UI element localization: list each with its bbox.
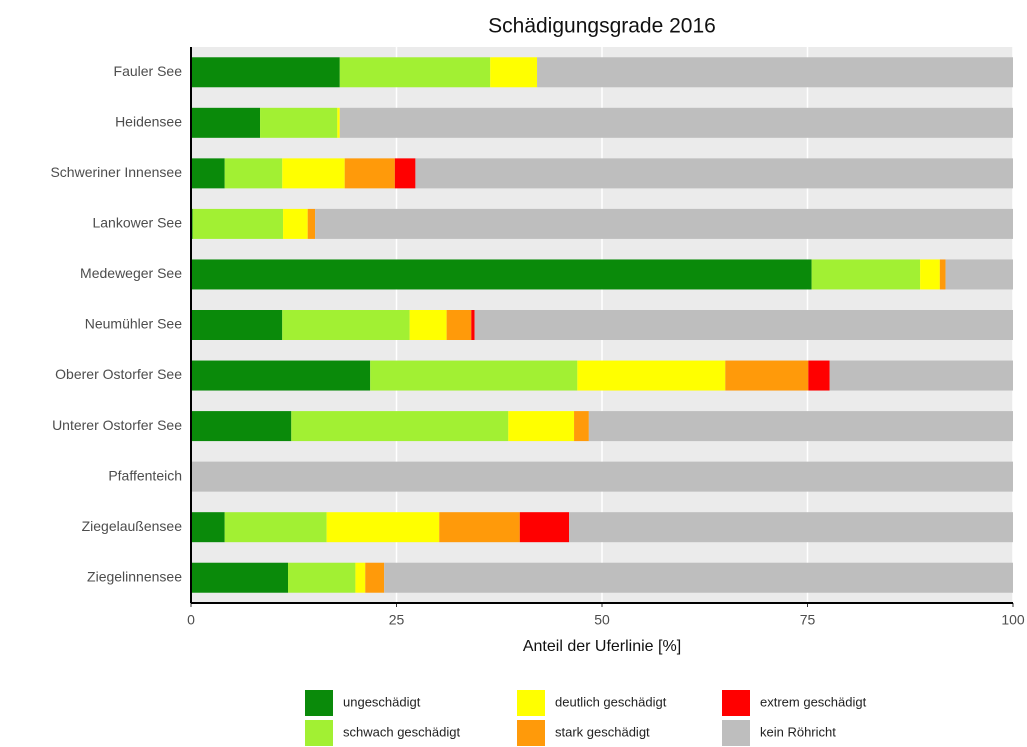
legend-label: stark geschädigt [555,724,650,739]
bar-segment [339,107,1014,138]
bar-segment [326,512,440,543]
legend-key [517,690,545,716]
bar-segment [474,310,1014,340]
bar-segment [315,208,1013,239]
bar-segment [191,259,812,290]
bar-segment [588,411,1013,442]
bar-segment [574,411,589,442]
bar-segment [370,360,578,391]
bar-segment [471,310,475,340]
bar-segment [725,360,809,391]
bar-segment [829,360,1013,391]
y-tick-label: Heidensee [115,114,182,130]
bar-segment [282,310,410,340]
bar-segment [191,310,283,340]
bar-segment [577,360,726,391]
legend-label: ungeschädigt [343,694,421,709]
y-tick-label: Medeweger See [80,265,182,281]
bar-segment [337,107,340,138]
bar-segment [339,57,491,88]
bar-segment [344,158,395,189]
bar-segment [224,512,327,543]
y-tick-label: Lankower See [92,215,182,231]
legend-key [517,720,545,746]
bar-segment [446,310,472,340]
y-tick-label: Ziegelinnensee [87,568,182,584]
bar-segment [945,259,1013,290]
x-tick-label: 25 [389,612,405,628]
bar-segment [191,158,225,189]
bar-segment [291,411,509,442]
bar-segment [260,107,338,138]
bar-segment [490,57,538,88]
bar-segment [920,259,940,290]
bar-segment [409,310,447,340]
bar-segment [415,158,1013,189]
bar-segment [191,411,292,442]
legend-label: schwach geschädigt [343,724,460,739]
bar-segment [808,360,830,391]
bar-segment [508,411,575,442]
y-tick-label: Ziegelaußensee [82,518,183,534]
bar-segment [569,512,1013,543]
legend-key [305,690,333,716]
legend-label: extrem geschädigt [760,694,867,709]
bar-segment [939,259,946,290]
y-tick-label: Unterer Ostorfer See [52,417,182,433]
bar-segment [283,208,308,239]
x-tick-label: 100 [1001,612,1025,628]
bar-segment [307,208,316,239]
bar-segment [355,562,366,593]
bar-segment [191,107,261,138]
bar-segment [519,512,570,543]
bar-segment [191,360,371,391]
bar-segment [191,562,288,593]
bar-segment [224,158,283,189]
bar-segment [191,461,1013,492]
bar-segment [811,259,921,290]
y-tick-label: Oberer Ostorfer See [55,366,182,382]
x-axis-label: Anteil der Uferlinie [%] [523,638,681,655]
bar-segment [192,208,284,239]
y-tick-label: Fauler See [114,63,183,79]
bar-segment [439,512,520,543]
chart-title: Schädigungsgrade 2016 [488,15,716,38]
y-tick-label: Neumühler See [85,316,182,332]
x-tick-label: 0 [187,612,195,628]
bar-segment [394,158,416,189]
legend-key [722,690,750,716]
y-tick-label: Schweriner Innensee [50,164,182,180]
legend-key [305,720,333,746]
bar-segment [191,512,225,543]
bar-segment [365,562,385,593]
bar-segment [191,57,340,88]
y-tick-label: Pfaffenteich [108,467,182,483]
legend-key [722,720,750,746]
bar-segment [537,57,1013,88]
legend-label: deutlich geschädigt [555,694,667,709]
x-tick-label: 50 [594,612,610,628]
bar-segment [287,562,356,593]
legend-label: kein Röhricht [760,724,836,739]
bar-segment [384,562,1013,593]
bar-segment [282,158,345,189]
x-tick-label: 75 [800,612,816,628]
